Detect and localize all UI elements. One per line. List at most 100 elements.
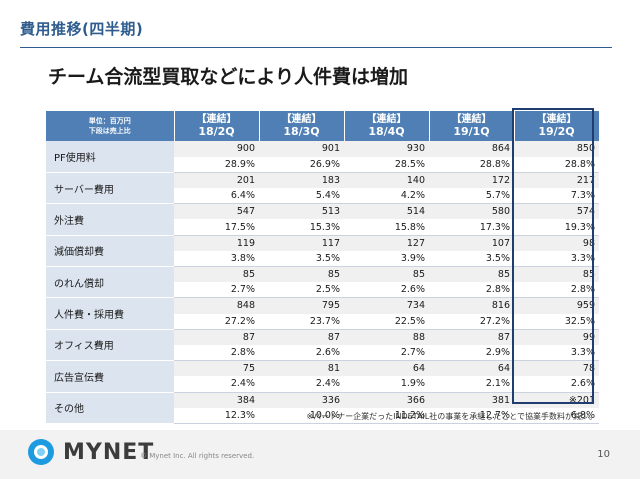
expense-table: 単位：百万円 下段は売上比 【連結】 18/2Q 【連結】 18/3Q 【連結】 18… (46, 111, 600, 424)
ratio-cell: 17.3% (429, 219, 514, 236)
ratio-cell: 6.4% (174, 188, 259, 205)
ratio-cell: 2.1% (429, 376, 514, 393)
table-row: 2.7% 2.5% 2.6% 2.8% 2.8% (46, 282, 599, 299)
amount-cell: 848 (174, 297, 259, 314)
amount-cell: 580 (429, 203, 514, 220)
footer-bar (0, 430, 640, 479)
row-label: その他 (46, 392, 174, 424)
amount-cell: 734 (344, 297, 429, 314)
title-divider (20, 47, 612, 48)
amount-cell: 850 (514, 141, 599, 157)
amount-cell: 85 (514, 266, 599, 283)
table-row: 28.9% 26.9% 28.5% 28.8% 28.8% (46, 156, 599, 173)
amount-cell: 959 (514, 297, 599, 314)
table-row: 3.8% 3.5% 3.9% 3.5% 3.3% (46, 250, 599, 267)
table-body: PF使用料 900 901 930 864 850 28.9% 26.9% 28.5% 28.8%… (46, 141, 599, 424)
amount-cell: 85 (259, 266, 344, 283)
amount-cell: 900 (174, 141, 259, 157)
row-label: PF使用料 (46, 141, 174, 173)
amount-cell: 514 (344, 203, 429, 220)
ratio-cell: 28.8% (429, 156, 514, 173)
logo-text: MYNET (63, 440, 155, 465)
column-header: 【連結】 18/3Q (259, 111, 345, 141)
amount-cell: 384 (174, 392, 259, 408)
amount-cell: 87 (259, 329, 344, 345)
column-quarter: 18/3Q (283, 125, 320, 138)
ratio-cell: 3.9% (344, 250, 429, 267)
ratio-cell: 3.5% (429, 250, 514, 267)
ratio-cell: 10.0% (259, 407, 344, 424)
table-row: サーバー費用 201 183 140 172 217 (46, 172, 599, 205)
ratio-cell: 2.6% (259, 344, 344, 362)
ratio-cell: 1.9% (344, 376, 429, 393)
ratio-cell: 2.6% (514, 376, 599, 393)
amount-cell: 117 (259, 235, 344, 251)
amount-cell: 183 (259, 172, 344, 189)
page-number: 10 (597, 449, 610, 460)
ratio-cell: 2.4% (174, 376, 259, 393)
amount-cell: ※201 (514, 392, 599, 408)
amount-cell: 127 (344, 235, 429, 251)
column-tag: 【連結】 (366, 114, 407, 125)
amount-cell: 901 (259, 141, 344, 157)
ratio-cell: 26.9% (259, 156, 344, 173)
unit-label: 単位：百万円 (88, 117, 131, 125)
row-label: 人件費・採用費 (46, 297, 174, 330)
ratio-cell: 15.3% (259, 219, 344, 236)
ratio-cell: 2.6% (344, 282, 429, 299)
table-row: 2.4% 2.4% 1.9% 2.1% 2.6% (46, 376, 599, 393)
table-row: 27.2% 23.7% 22.5% 27.2% 32.5% (46, 313, 599, 330)
ratio-cell: 2.8% (174, 344, 259, 362)
column-header: 【連結】 19/2Q (514, 111, 600, 141)
ratio-cell: 32.5% (514, 313, 599, 330)
ratio-cell: 17.5% (174, 219, 259, 236)
ratio-note-label: 下段は売上比 (88, 127, 131, 135)
ratio-cell: 3.5% (259, 250, 344, 267)
ratio-cell: 4.2% (344, 188, 429, 205)
amount-cell: 930 (344, 141, 429, 157)
ratio-cell: 5.7% (429, 188, 514, 205)
ratio-cell: 23.7% (259, 313, 344, 330)
footnote: ※パートナー企業だったINDETAIL社の事業を承継したことで協業手数料が減少。 (306, 412, 597, 421)
table-row: のれん償却 85 85 85 85 85 (46, 266, 599, 299)
ratio-cell: 22.5% (344, 313, 429, 330)
amount-cell: 85 (174, 266, 259, 283)
table-row: オフィス費用 87 87 88 87 99 (46, 329, 599, 362)
amount-cell: 140 (344, 172, 429, 189)
unit-header-cell: 単位：百万円 下段は売上比 (46, 111, 175, 141)
amount-cell: 81 (259, 360, 344, 377)
ratio-cell: 3.3% (514, 344, 599, 362)
ratio-cell: 11.2% (344, 407, 429, 424)
table-header-row: 単位：百万円 下段は売上比 【連結】 18/2Q 【連結】 18/3Q 【連結】 18… (46, 111, 600, 141)
row-label: 減価償却費 (46, 235, 174, 268)
amount-cell: 64 (429, 360, 514, 377)
amount-cell: 574 (514, 203, 599, 220)
amount-cell: 98 (514, 235, 599, 251)
column-header: 【連結】 18/2Q (174, 111, 260, 141)
ratio-cell: 27.2% (429, 313, 514, 330)
ratio-cell: 28.5% (344, 156, 429, 173)
ratio-cell: 12.3% (174, 407, 259, 424)
ratio-cell: 2.8% (514, 282, 599, 299)
ratio-cell: 28.9% (174, 156, 259, 173)
mynet-logo-icon (28, 439, 54, 465)
row-label: オフィス費用 (46, 329, 174, 362)
amount-cell: 119 (174, 235, 259, 251)
ratio-cell: 2.9% (429, 344, 514, 362)
amount-cell: 99 (514, 329, 599, 345)
amount-cell: 816 (429, 297, 514, 314)
amount-cell: 87 (429, 329, 514, 345)
table-row: 2.8% 2.6% 2.7% 2.9% 3.3% (46, 344, 599, 362)
amount-cell: 366 (344, 392, 429, 408)
table-row: 人件費・採用費 848 795 734 816 959 (46, 297, 599, 330)
table-row: 外注費 547 513 514 580 574 (46, 203, 599, 236)
amount-cell: 336 (259, 392, 344, 408)
ratio-cell: 28.8% (514, 156, 599, 173)
column-tag: 【連結】 (451, 114, 492, 125)
ratio-cell: 2.7% (174, 282, 259, 299)
column-header: 【連結】 19/1Q (429, 111, 515, 141)
amount-cell: 64 (344, 360, 429, 377)
column-tag: 【連結】 (536, 114, 577, 125)
ratio-cell: 19.3% (514, 219, 599, 236)
row-label: サーバー費用 (46, 172, 174, 205)
